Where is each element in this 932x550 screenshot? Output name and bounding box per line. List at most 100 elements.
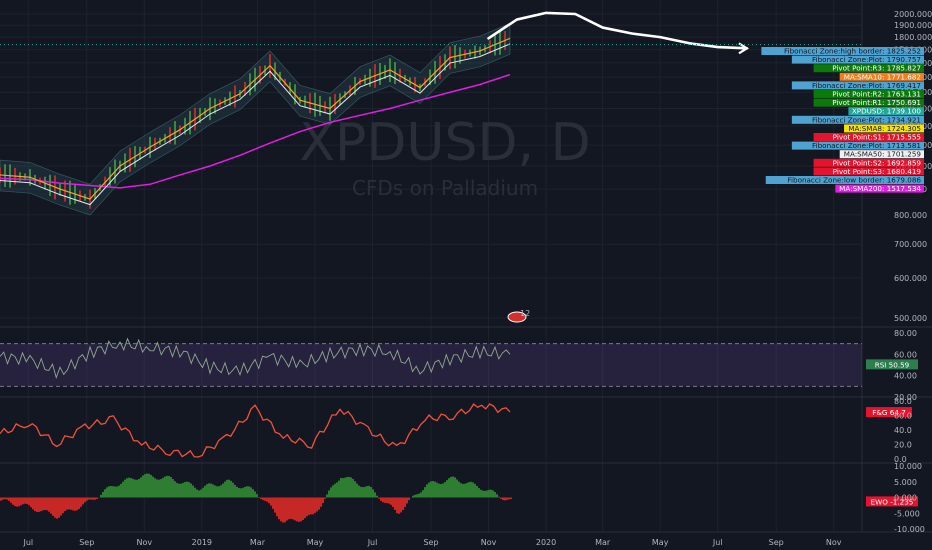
ewo-bar	[66, 497, 68, 510]
ewo-bar	[488, 489, 490, 498]
x-tick-label: Nov	[481, 538, 497, 547]
ewo-bar	[486, 490, 488, 498]
x-tick-label: Sep	[423, 538, 438, 547]
ewo-bar	[320, 497, 322, 507]
projection-arrowhead	[738, 42, 750, 55]
price-tag	[791, 55, 924, 64]
ewo-bar	[102, 491, 104, 498]
x-tick-label: May	[307, 538, 324, 547]
ewo-bar	[464, 483, 466, 498]
ewo-bar	[6, 497, 8, 500]
ewo-bar	[458, 481, 460, 498]
ewo-bar	[490, 489, 492, 498]
ewo-bar	[242, 487, 244, 498]
ewo-bar	[456, 479, 458, 498]
ewo-bar	[452, 476, 454, 498]
ewo-bar	[28, 497, 30, 506]
ewo-bar	[274, 497, 276, 513]
rsi-value-label: RSI 50.59	[875, 360, 910, 369]
price-pane	[0, 11, 862, 216]
grid	[0, 0, 932, 533]
ewo-bar	[116, 486, 118, 498]
ewo-bar	[280, 497, 282, 522]
ewo-bar	[434, 481, 436, 498]
ewo-bar	[84, 497, 86, 503]
ewo-bar	[178, 483, 180, 498]
ewo-bar	[316, 497, 318, 512]
ewo-bar	[212, 484, 214, 498]
ewo-bar	[8, 497, 10, 501]
ewo-bar	[62, 497, 64, 514]
price-tag	[761, 47, 924, 55]
ewo-bar	[416, 494, 418, 498]
ewo-bar	[302, 497, 304, 521]
price-tag	[791, 141, 924, 150]
ewo-bar	[184, 482, 186, 498]
event-flag-icon[interactable]	[507, 311, 527, 323]
ewo-bar	[430, 481, 432, 498]
ewo-bar	[404, 497, 406, 507]
x-tick-label: Sep	[79, 538, 94, 547]
ewo-bar	[390, 497, 392, 505]
ewo-bar	[196, 489, 198, 498]
ewo-bar	[294, 497, 296, 521]
price-tag-label: Pivot Point:R2: 1763.131	[832, 90, 921, 99]
ewo-bar	[266, 497, 268, 502]
ewo-pane: EWO -1.235	[0, 473, 918, 523]
ewo-bar	[356, 483, 358, 498]
ewo-bar	[108, 486, 110, 498]
price-tags: Fibonacci Zone:high border: 1825.252 Fibo…	[761, 47, 924, 193]
ewo-bar	[0, 497, 2, 501]
ewo-bar	[262, 497, 264, 501]
ewo-bar	[88, 497, 90, 500]
ewo-bar	[338, 480, 340, 498]
ewo-bar	[470, 481, 472, 498]
ewo-bar	[110, 486, 112, 498]
fg-value-label: F&G 64.7	[872, 408, 906, 417]
price-tick-label: 700.000	[894, 240, 927, 249]
ewo-bar	[140, 477, 142, 498]
price-tag-label: XPDUSD: 1739.100	[852, 107, 922, 116]
price-tag-label: Pivot Point:S3: 1680.419	[833, 167, 922, 176]
ewo-bar	[64, 497, 66, 512]
price-tag	[813, 90, 924, 98]
ewo-bar	[384, 497, 386, 503]
event-marker[interactable]: 12	[507, 309, 530, 323]
ewo-bar	[460, 483, 462, 498]
ewo-bar	[446, 480, 448, 498]
ewo-bar	[132, 478, 134, 498]
fg-value-tag	[866, 407, 912, 418]
ewo-bar	[204, 485, 206, 498]
ewo-bar	[468, 482, 470, 498]
price-tag-label: Fibonacci Zone:Plot: 1734.921	[812, 115, 921, 124]
ewo-bar	[248, 486, 250, 498]
ewo-bar	[506, 497, 508, 500]
ewo-bar	[352, 478, 354, 498]
sma50-line	[0, 43, 511, 206]
ewo-bar	[252, 489, 254, 498]
ewo-bar	[376, 495, 378, 498]
ewo-bar	[86, 497, 88, 501]
ewo-bar	[218, 486, 220, 498]
ewo-bar	[40, 497, 42, 512]
ewo-bar	[34, 497, 36, 512]
price-tag-label: Fibonacci Zone:Plot: 1769.417	[812, 81, 921, 90]
ewo-bar	[282, 497, 284, 523]
price-tag	[839, 150, 924, 159]
price-tag-label: Fibonacci Zone:high border: 1825.252	[784, 47, 921, 56]
ewo-bar	[244, 486, 246, 498]
price-tag	[835, 184, 924, 193]
ewo-bar	[330, 487, 332, 498]
ewo-bar	[418, 493, 420, 498]
ewo-bar	[22, 497, 24, 505]
ewo-bar	[186, 481, 188, 498]
ewo-bar	[272, 497, 274, 509]
ewo-bar	[322, 497, 324, 504]
ewo-bar	[354, 481, 356, 498]
rsi-tick-label: 40.00	[894, 372, 917, 381]
ewo-bar	[170, 476, 172, 498]
ewo-bar	[46, 497, 48, 511]
ewo-bar	[296, 497, 298, 522]
ewo-bar	[344, 477, 346, 498]
